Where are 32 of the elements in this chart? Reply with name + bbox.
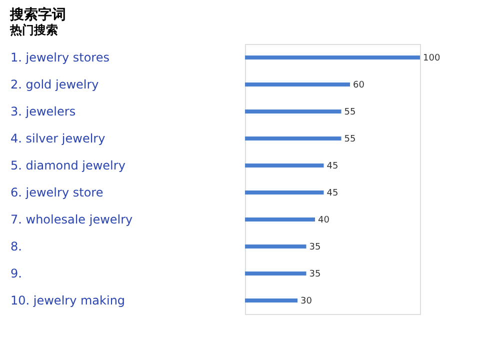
data-label: 55 xyxy=(344,134,356,144)
y-tick-label: 7. wholesale jewelry xyxy=(10,212,133,226)
bar xyxy=(245,272,306,276)
bar xyxy=(245,82,350,86)
data-label: 55 xyxy=(344,108,356,118)
data-label: 45 xyxy=(326,162,338,172)
data-label: 40 xyxy=(318,216,330,226)
y-tick-label: 5. diamond jewelry xyxy=(10,158,126,172)
bar xyxy=(245,244,306,248)
bar xyxy=(245,218,315,222)
y-tick-label: 8. xyxy=(10,240,22,254)
data-label: 45 xyxy=(326,188,338,198)
y-tick-label: 10. jewelry making xyxy=(10,294,126,308)
data-label: 60 xyxy=(353,80,365,90)
y-tick-label: 9. xyxy=(10,266,22,280)
data-label: 100 xyxy=(423,54,440,64)
bar xyxy=(245,190,324,194)
bar xyxy=(245,56,420,60)
bar xyxy=(245,110,342,114)
bar xyxy=(245,298,298,302)
y-tick-label: 3. jewelers xyxy=(10,104,76,118)
bar xyxy=(245,164,324,168)
y-tick-label: 4. silver jewelry xyxy=(10,132,106,146)
data-label: 30 xyxy=(300,296,312,306)
y-tick-label: 1. jewelry stores xyxy=(10,50,110,64)
data-label: 35 xyxy=(309,242,321,252)
bar xyxy=(245,136,342,140)
text: 搜索字词 xyxy=(9,6,66,23)
y-tick-label: 2. gold jewelry xyxy=(10,78,99,92)
y-tick-label: 6. jewelry store xyxy=(10,186,104,200)
text: 热门搜索 xyxy=(9,23,58,37)
data-label: 35 xyxy=(309,270,321,280)
